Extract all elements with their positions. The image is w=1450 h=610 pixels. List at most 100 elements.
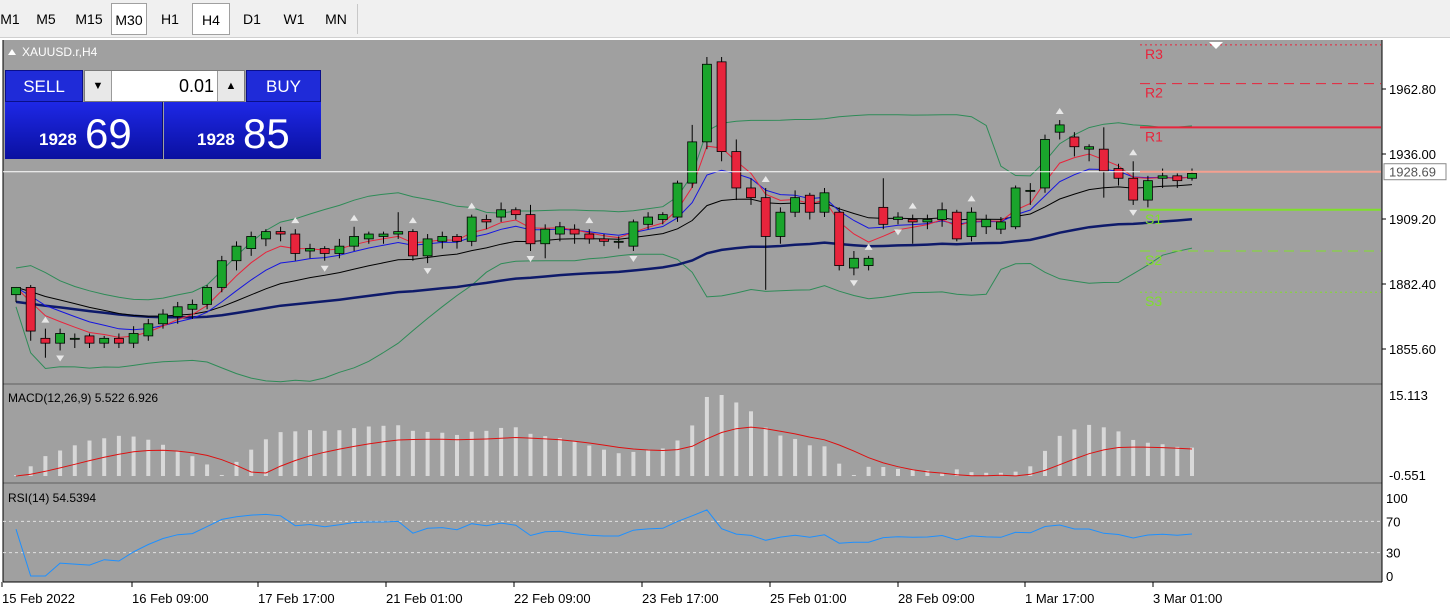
fractal-up-icon [408,217,417,224]
fractal-up-icon [350,214,359,221]
bull-candle [363,233,374,240]
lot-increase-icon[interactable]: ▲ [217,71,244,101]
bear-candle [746,187,756,199]
bull-candle [334,245,345,254]
macd-histogram-bar [778,435,783,476]
bull-candle [643,216,653,225]
bull-candle [628,221,639,247]
macd-histogram-bar [1057,435,1062,476]
bid-price-button[interactable]: 1928 69 [5,102,163,159]
macd-histogram-bar [322,430,327,476]
bear-candle [452,236,462,242]
macd-histogram-bar [998,472,1003,476]
rsi-line [15,509,1193,577]
fractal-up-icon [585,217,594,224]
sell-button[interactable]: SELL [5,70,83,102]
macd-histogram-bar [308,430,312,476]
timeframe-m30-button[interactable]: M30 [111,3,147,35]
timeframe-mn-button[interactable]: MN [325,11,347,27]
bull-candle [1040,139,1050,189]
fractal-down-icon [849,280,858,287]
fractal-down-icon [423,268,432,275]
macd-histogram-bar [602,449,606,476]
macd-histogram-bar [646,450,651,476]
macd-histogram-bar [513,427,518,476]
timeframe-m1-button[interactable]: M1 [0,11,20,27]
macd-histogram-bar [734,402,739,476]
bear-candle [834,211,845,266]
bull-candle [893,216,903,220]
chart-shift-icon [1209,42,1223,49]
bull-candle [99,337,110,344]
bull-candle [128,333,139,344]
macd-histogram-bar [146,439,151,476]
bull-candle [702,63,712,143]
macd-histogram-bar [425,431,430,476]
bull-candle [966,211,977,237]
macd-histogram-bar [763,427,768,476]
bull-candle [305,248,315,252]
bull-candle [202,286,213,305]
fractal-down-icon [629,256,638,263]
time-axis-label: 1 Mar 17:00 [1025,591,1094,606]
lot-decrease-icon[interactable]: ▼ [85,71,112,101]
bull-candle [172,306,183,317]
bull-candle [1025,189,1036,192]
macd-signal-line [15,426,1193,477]
macd-histogram-bar [631,451,636,476]
time-axis-label: 23 Feb 17:00 [642,591,719,606]
bull-candle [1143,180,1153,201]
bear-candle [84,335,95,344]
bull-candle [158,313,168,325]
fractal-down-icon [894,229,902,236]
macd-histogram-bar [925,470,930,476]
bear-candle [481,219,492,223]
chart-symbol-label: XAUUSD.r,H4 [22,45,98,59]
macd-histogram-bar [793,438,798,476]
macd-histogram-bar [910,469,915,476]
pivot-label-s1: S1 [1145,211,1162,227]
macd-histogram-bar [484,430,489,476]
buy-button[interactable]: BUY [246,70,321,102]
bear-candle [951,211,962,240]
macd-histogram-bar [1072,429,1077,476]
bear-candle [878,206,889,225]
macd-histogram-bar [528,433,533,476]
lot-size-input[interactable] [113,71,214,101]
price-axis-label: 1962.80 [1389,82,1436,97]
bear-candle [290,233,301,254]
macd-histogram-bar [1175,446,1180,476]
fractal-down-icon [526,256,535,263]
macd-histogram-bar [263,439,268,476]
bear-candle [25,286,36,332]
macd-histogram-bar [1013,471,1018,476]
macd-histogram-bar [881,467,886,476]
macd-histogram-bar [1028,466,1033,476]
timeframe-w1-button[interactable]: W1 [283,11,305,27]
macd-histogram-bar [72,445,77,476]
timeframe-h1-button[interactable]: H1 [161,11,179,27]
macd-histogram-bar [1160,444,1165,476]
bull-candle [349,236,360,247]
macd-histogram-bar [293,431,298,476]
macd-histogram-bar [337,430,342,476]
fractal-up-icon [1129,149,1138,156]
macd-histogram-bar [1190,447,1194,476]
timeframe-h4-button[interactable]: H4 [192,3,230,35]
fractal-up-icon [967,195,976,202]
timeframe-m15-button[interactable]: M15 [75,11,103,27]
ask-price-button[interactable]: 1928 85 [164,102,321,159]
price-chart[interactable]: R3 R2 R1 S1 S2 S3 1962.80 1936.00 1909.20 1882.40… [0,38,1450,610]
fractal-up-icon [761,175,770,182]
bear-candle [275,231,286,235]
timeframe-d1-button[interactable]: D1 [243,11,261,27]
bull-candle [613,240,624,243]
macd-histogram-bar [87,440,92,476]
timeframe-m5-button[interactable]: M5 [36,11,56,27]
time-axis-label: 28 Feb 09:00 [898,591,975,606]
macd-histogram-bar [1101,427,1106,476]
macd-histogram-bar [205,464,210,476]
macd-histogram-bar [219,474,224,476]
bull-candle [378,233,389,237]
bull-candle [819,192,830,213]
